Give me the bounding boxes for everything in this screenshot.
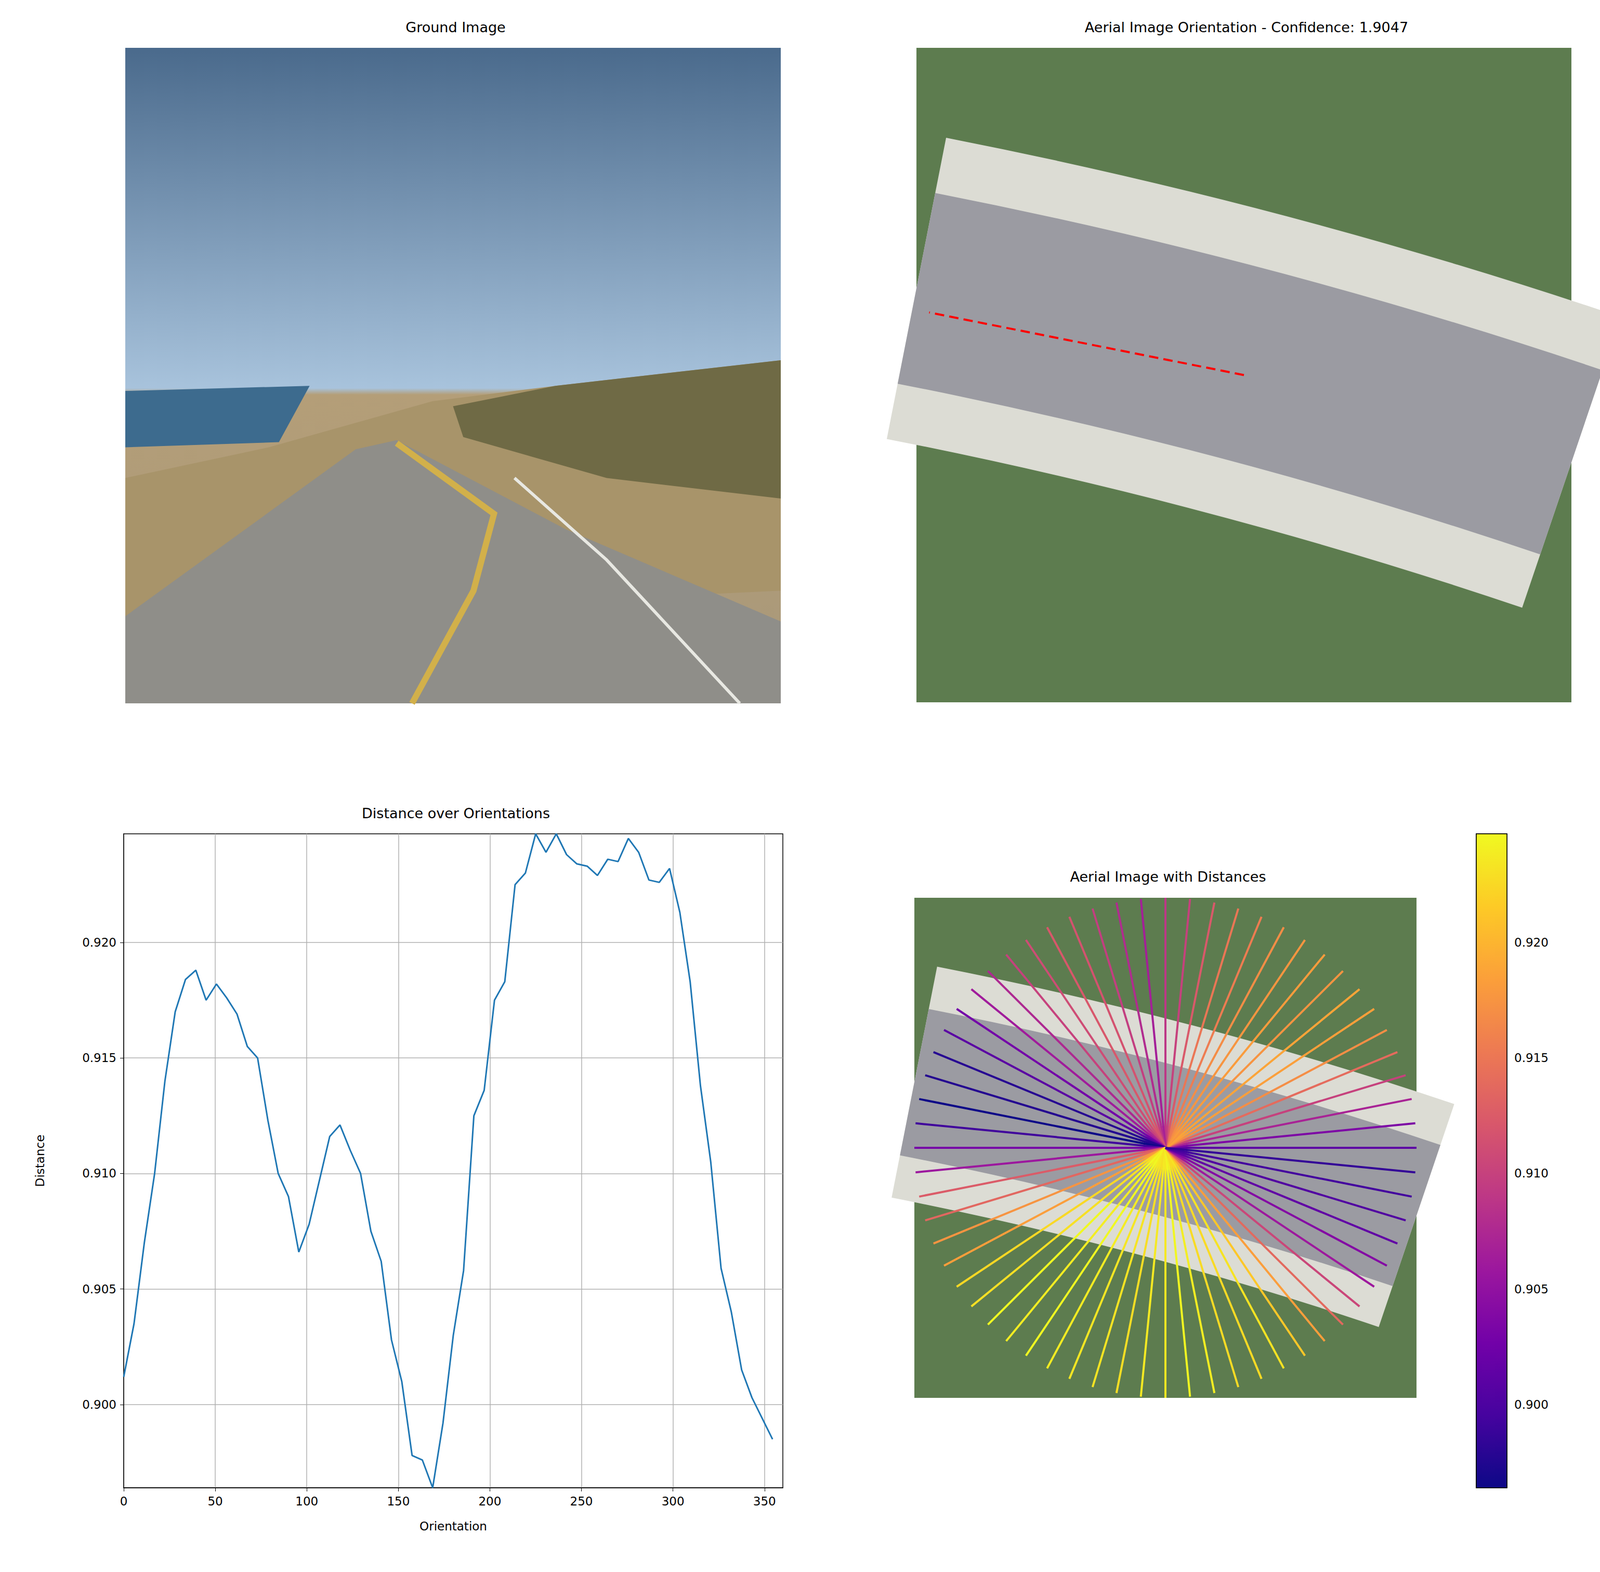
svg-text:150: 150 <box>386 1494 410 1508</box>
svg-text:Distance over Orientations: Distance over Orientations <box>361 805 550 822</box>
svg-text:0: 0 <box>120 1494 128 1508</box>
svg-text:0.920: 0.920 <box>82 935 117 950</box>
svg-text:300: 300 <box>661 1494 685 1508</box>
svg-text:200: 200 <box>478 1494 502 1508</box>
svg-text:0.905: 0.905 <box>82 1282 117 1296</box>
svg-text:0.910: 0.910 <box>1514 1166 1549 1180</box>
svg-text:0.915: 0.915 <box>82 1051 117 1065</box>
svg-text:Aerial Image Orientation - Con: Aerial Image Orientation - Confidence: 1… <box>1084 19 1409 36</box>
svg-text:100: 100 <box>295 1494 319 1508</box>
svg-text:Ground Image: Ground Image <box>405 19 506 36</box>
svg-text:0.910: 0.910 <box>82 1166 117 1180</box>
svg-text:0.900: 0.900 <box>1514 1397 1549 1412</box>
svg-text:350: 350 <box>753 1494 777 1508</box>
svg-text:50: 50 <box>207 1494 223 1508</box>
svg-text:Distance: Distance <box>33 1134 47 1188</box>
svg-text:Orientation: Orientation <box>419 1519 488 1533</box>
svg-text:0.905: 0.905 <box>1514 1282 1549 1296</box>
svg-text:250: 250 <box>570 1494 594 1508</box>
svg-text:0.915: 0.915 <box>1514 1051 1549 1065</box>
svg-text:0.900: 0.900 <box>82 1397 117 1412</box>
svg-text:0.920: 0.920 <box>1514 935 1549 950</box>
svg-text:Aerial Image with Distances: Aerial Image with Distances <box>1070 868 1267 885</box>
